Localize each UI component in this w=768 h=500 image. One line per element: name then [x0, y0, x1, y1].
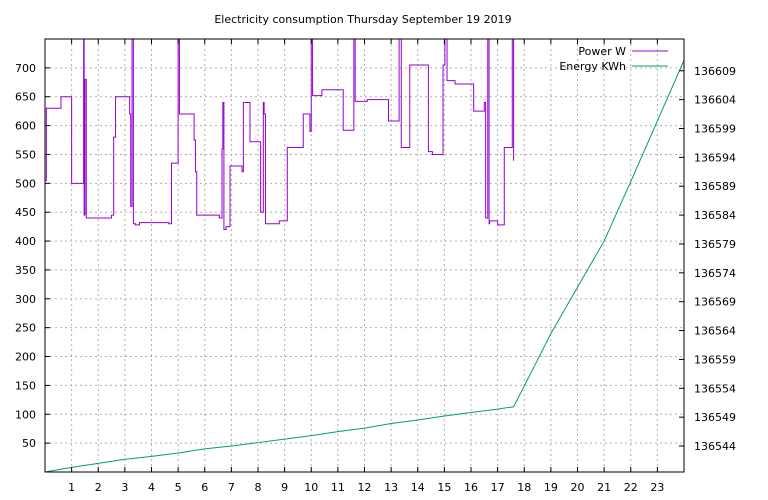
legend: Power W Energy KWh [559, 45, 668, 73]
chart-title: Electricity consumption Thursday Septemb… [214, 13, 511, 26]
y-right-tick-label: 136564 [694, 325, 736, 338]
x-tick-label: 6 [201, 481, 208, 494]
series-line-energy-kwh [45, 60, 684, 472]
x-tick-label: 10 [304, 481, 318, 494]
y-left-tick-label: 250 [15, 322, 36, 335]
axes: 1 2 3 4 5 6 7 8 9 10 11 12 13 14 15 16 17 18 19 20 21 22 23501… [15, 39, 736, 494]
y-left-tick-label: 400 [15, 235, 36, 248]
y-left-tick-label: 50 [22, 437, 36, 450]
x-tick-label: 21 [597, 481, 611, 494]
y-right-tick-label: 136604 [694, 94, 736, 107]
y-left-tick-label: 100 [15, 408, 36, 421]
x-tick-label: 4 [148, 481, 155, 494]
x-tick-label: 20 [571, 481, 585, 494]
legend-label: Power W [578, 45, 626, 58]
series-layer [45, 39, 684, 472]
y-right-tick-label: 136574 [694, 267, 736, 280]
y-left-tick-label: 500 [15, 177, 36, 190]
x-tick-label: 17 [491, 481, 505, 494]
x-tick-label: 14 [411, 481, 425, 494]
y-left-tick-label: 600 [15, 120, 36, 133]
x-tick-label: 22 [624, 481, 638, 494]
y-left-tick-label: 300 [15, 293, 36, 306]
series-line-power-w [45, 39, 515, 231]
y-right-tick-label: 136559 [694, 353, 736, 366]
x-tick-label: 3 [121, 481, 128, 494]
x-tick-label: 5 [175, 481, 182, 494]
x-tick-label: 8 [255, 481, 262, 494]
x-tick-label: 18 [517, 481, 531, 494]
x-tick-label: 2 [95, 481, 102, 494]
y-right-tick-label: 136554 [694, 382, 736, 395]
y-right-tick-label: 136599 [694, 122, 736, 135]
x-tick-label: 12 [358, 481, 372, 494]
y-right-tick-label: 136579 [694, 238, 736, 251]
y-left-tick-label: 200 [15, 351, 36, 364]
x-tick-label: 1 [68, 481, 75, 494]
y-left-tick-label: 550 [15, 148, 36, 161]
y-right-tick-label: 136544 [694, 440, 736, 453]
y-left-tick-label: 650 [15, 91, 36, 104]
x-tick-label: 19 [544, 481, 558, 494]
y-left-tick-label: 150 [15, 379, 36, 392]
x-tick-label: 7 [228, 481, 235, 494]
y-right-tick-label: 136609 [694, 65, 736, 78]
legend-label: Energy KWh [559, 60, 626, 73]
y-right-tick-label: 136584 [694, 209, 736, 222]
y-right-tick-label: 136549 [694, 411, 736, 424]
x-tick-label: 11 [331, 481, 345, 494]
y-right-tick-label: 136589 [694, 180, 736, 193]
y-right-tick-label: 136594 [694, 151, 736, 164]
y-left-tick-label: 450 [15, 206, 36, 219]
y-right-tick-label: 136569 [694, 296, 736, 309]
y-left-tick-label: 350 [15, 264, 36, 277]
grid [45, 39, 684, 472]
x-tick-label: 16 [464, 481, 478, 494]
y-left-tick-label: 700 [15, 62, 36, 75]
x-tick-label: 9 [281, 481, 288, 494]
x-tick-label: 15 [437, 481, 451, 494]
x-tick-label: 13 [384, 481, 398, 494]
x-tick-label: 23 [650, 481, 664, 494]
